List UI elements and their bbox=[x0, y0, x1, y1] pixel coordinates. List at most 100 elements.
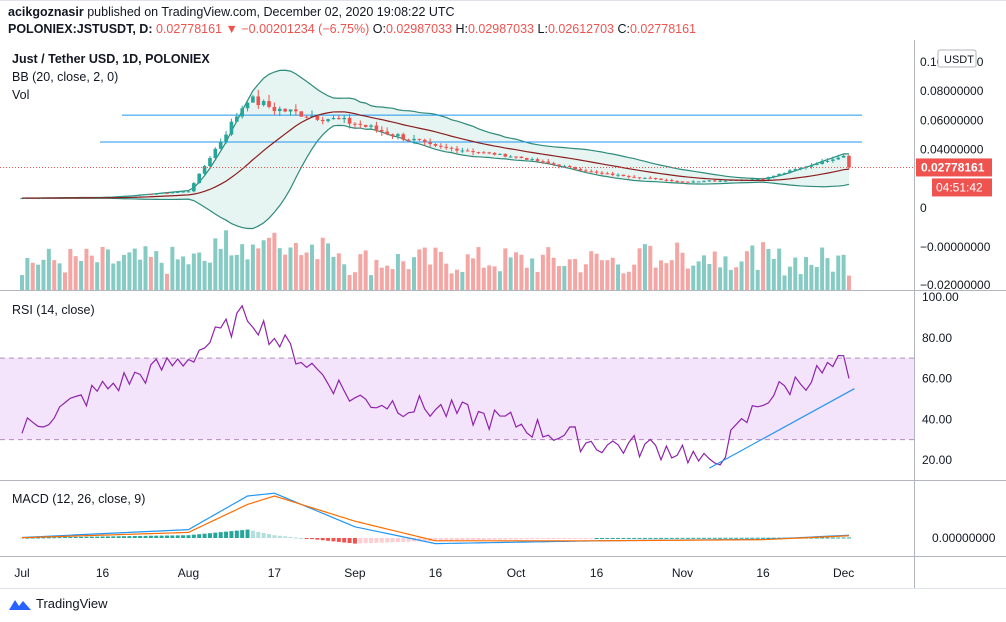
countdown-badge bbox=[932, 178, 992, 197]
volume-bar bbox=[342, 264, 347, 290]
macd-histogram-bar bbox=[820, 537, 825, 539]
candle-body bbox=[331, 117, 336, 120]
candle-body bbox=[584, 170, 588, 172]
volume-bar bbox=[224, 230, 229, 290]
volume-bar bbox=[105, 249, 110, 290]
close-value: 0.02778161 bbox=[629, 22, 697, 36]
macd-tick-label: 0.00000000 bbox=[932, 531, 996, 545]
macd-legend[interactable]: MACD (12, 26, close, 9) bbox=[12, 492, 146, 506]
candle-body bbox=[653, 178, 658, 180]
volume-bar bbox=[787, 266, 792, 290]
macd-histogram-bar bbox=[567, 538, 572, 539]
separator: : bbox=[148, 22, 153, 36]
volume-bar bbox=[127, 252, 132, 290]
volume-bar bbox=[820, 247, 825, 290]
volume-bar bbox=[234, 254, 239, 290]
macd-histogram-bar bbox=[551, 538, 556, 539]
macd-histogram-bar bbox=[718, 537, 723, 539]
volume-bar bbox=[680, 252, 685, 290]
macd-histogram-bar bbox=[599, 537, 604, 539]
price-tick-label: 0 bbox=[920, 201, 927, 215]
volume-bar bbox=[433, 247, 438, 290]
candle-body bbox=[508, 156, 513, 158]
candle-body bbox=[154, 193, 159, 195]
volume-bar bbox=[261, 240, 266, 290]
candle-body bbox=[149, 194, 153, 196]
volume-bar bbox=[68, 249, 73, 290]
macd-histogram-bar bbox=[750, 537, 755, 539]
candle-body bbox=[669, 180, 674, 182]
volume-bar bbox=[100, 246, 105, 290]
volume-bar bbox=[374, 259, 379, 290]
volume-bar bbox=[707, 263, 712, 290]
macd-histogram-bar bbox=[487, 538, 492, 540]
volume-bar bbox=[465, 254, 470, 290]
volume-bar bbox=[143, 246, 148, 290]
macd-histogram-bar bbox=[116, 536, 121, 538]
rsi-legend[interactable]: RSI (14, close) bbox=[12, 303, 95, 317]
macd-histogram-bar bbox=[240, 530, 245, 538]
macd-histogram-bar bbox=[326, 538, 331, 541]
candle-body bbox=[320, 119, 325, 122]
volume-bar bbox=[154, 251, 159, 290]
volume-bar bbox=[283, 254, 288, 290]
candle-body bbox=[793, 169, 798, 171]
volume-bar bbox=[347, 275, 352, 290]
candle-body bbox=[761, 179, 765, 181]
macd-histogram-bar bbox=[127, 536, 132, 538]
volume-bar bbox=[363, 250, 368, 290]
volume-bar bbox=[535, 272, 540, 290]
candle-body bbox=[406, 139, 411, 141]
macd-histogram-bar bbox=[390, 538, 395, 543]
macd-histogram-bar bbox=[519, 538, 524, 540]
volume-bar bbox=[412, 257, 417, 290]
time-tick-label: Sep bbox=[344, 566, 366, 580]
macd-histogram-bar bbox=[830, 537, 835, 539]
macd-histogram-bar bbox=[267, 534, 272, 538]
volume-bar bbox=[712, 251, 717, 290]
time-tick-label: Oct bbox=[507, 566, 526, 580]
volume-bar bbox=[358, 254, 363, 290]
macd-histogram-bar bbox=[573, 538, 578, 539]
macd-histogram-bar bbox=[610, 537, 615, 539]
macd-histogram-bar bbox=[471, 538, 476, 541]
macd-histogram-bar bbox=[594, 538, 599, 539]
macd-histogram-bar bbox=[68, 536, 73, 538]
tradingview-logo[interactable]: TradingView bbox=[8, 596, 108, 611]
macd-histogram-bar bbox=[20, 537, 24, 539]
macd-histogram-bar bbox=[79, 536, 84, 538]
volume-bar bbox=[229, 255, 234, 290]
candle-body bbox=[449, 147, 454, 149]
candle-body bbox=[847, 155, 851, 168]
volume-bar bbox=[250, 244, 255, 290]
candle-body bbox=[616, 174, 620, 176]
author-name[interactable]: acikgoznasir bbox=[8, 5, 84, 19]
volume-bar bbox=[481, 267, 486, 290]
candle-body bbox=[632, 176, 636, 178]
candle-body bbox=[798, 167, 803, 170]
macd-histogram-bar bbox=[315, 538, 320, 540]
volume-bar bbox=[589, 251, 594, 290]
time-tick-label: 16 bbox=[429, 566, 443, 580]
macd-histogram-bar bbox=[224, 531, 229, 538]
macd-histogram-bar bbox=[138, 535, 143, 538]
candle-body bbox=[755, 179, 760, 181]
macd-histogram-bar bbox=[100, 536, 105, 538]
bb-legend[interactable]: BB (20, close, 2, 0) bbox=[12, 70, 119, 84]
macd-histogram-bar bbox=[465, 538, 470, 541]
bb-fill bbox=[22, 70, 849, 229]
volume-bar bbox=[728, 269, 733, 290]
macd-histogram-bar bbox=[846, 537, 851, 539]
candle-body bbox=[422, 139, 427, 143]
candle-body bbox=[202, 166, 207, 174]
macd-histogram-bar bbox=[508, 538, 513, 540]
candle-body bbox=[374, 125, 379, 130]
candle-body bbox=[476, 152, 481, 154]
macd-histogram-bar bbox=[277, 535, 282, 538]
macd-histogram-bar bbox=[546, 538, 551, 539]
vol-legend[interactable]: Vol bbox=[12, 88, 30, 102]
volume-bar bbox=[138, 259, 143, 290]
macd-histogram-bar bbox=[637, 537, 642, 539]
volume-bar bbox=[406, 269, 411, 290]
